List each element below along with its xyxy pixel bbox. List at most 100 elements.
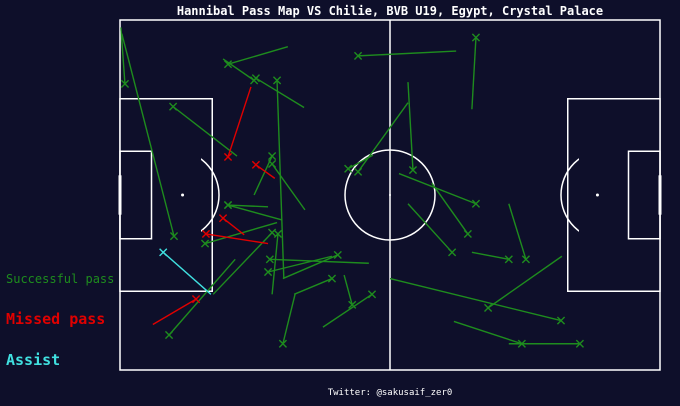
centre-circle bbox=[344, 149, 436, 241]
pass-end-marker bbox=[348, 300, 357, 309]
pass-line bbox=[168, 258, 236, 336]
pass-line bbox=[407, 82, 414, 171]
pass-line bbox=[358, 50, 457, 57]
pass-end-marker bbox=[223, 200, 233, 210]
pass-successful-pass-28 bbox=[407, 203, 457, 257]
pass-end-marker bbox=[504, 255, 513, 264]
pass-line bbox=[227, 86, 252, 158]
pass-successful-pass-0 bbox=[120, 27, 130, 88]
pass-end-marker bbox=[327, 274, 337, 283]
legend-assist: Assist bbox=[6, 351, 60, 369]
pass-line bbox=[271, 233, 279, 295]
pass-line bbox=[227, 46, 289, 65]
pass-missed-pass-1 bbox=[251, 160, 276, 179]
pass-successful-pass-6 bbox=[253, 151, 277, 196]
pass-missed-pass-3 bbox=[201, 229, 269, 245]
right-penalty-spot bbox=[595, 193, 599, 197]
pass-successful-pass-22 bbox=[353, 50, 457, 60]
pass-successful-pass-17 bbox=[293, 274, 337, 295]
pass-line bbox=[471, 37, 477, 110]
left-box-mask bbox=[120, 98, 201, 292]
pass-end-marker bbox=[169, 102, 178, 111]
pass-end-marker bbox=[344, 164, 353, 173]
chart-credit: Twitter: @sakusaif_zer0 bbox=[328, 388, 453, 398]
pass-missed-pass-0 bbox=[223, 86, 252, 162]
pass-line bbox=[453, 320, 523, 345]
pass-successful-pass-16 bbox=[265, 255, 369, 264]
pass-line bbox=[269, 258, 369, 264]
pass-line bbox=[227, 204, 283, 221]
pass-line bbox=[162, 251, 212, 295]
pass-successful-pass-25 bbox=[407, 82, 418, 175]
pass-line bbox=[222, 58, 255, 81]
pass-successful-pass-7 bbox=[268, 159, 306, 211]
pitch bbox=[118, 19, 662, 371]
pass-successful-pass-24 bbox=[353, 102, 409, 176]
pass-line bbox=[282, 254, 339, 280]
pass-end-marker bbox=[333, 250, 342, 260]
pass-line bbox=[271, 163, 306, 211]
pass-line bbox=[389, 277, 562, 322]
pass-successful-pass-3 bbox=[222, 58, 259, 85]
pass-end-marker bbox=[201, 229, 211, 239]
chart-title: Hannibal Pass Map VS Chilie, BVB U19, Eg… bbox=[177, 4, 603, 18]
pass-successful-pass-20 bbox=[322, 290, 377, 328]
pass-line bbox=[357, 102, 409, 173]
pass-end-marker bbox=[191, 295, 201, 304]
pass-successful-pass-26 bbox=[471, 33, 481, 110]
pass-line bbox=[293, 277, 333, 295]
pass-end-marker bbox=[159, 248, 168, 257]
pass-successful-pass-32 bbox=[484, 255, 563, 312]
pass-end-marker bbox=[471, 33, 481, 42]
pass-line bbox=[172, 106, 238, 157]
pass-line bbox=[212, 232, 273, 295]
pass-end-marker bbox=[265, 255, 274, 264]
pass-end-marker bbox=[575, 339, 584, 348]
pass-successful-pass-15 bbox=[282, 250, 342, 280]
pass-line bbox=[205, 233, 269, 245]
pass-end-marker bbox=[353, 51, 363, 60]
pass-successful-pass-35 bbox=[508, 339, 584, 348]
pass-end-marker bbox=[200, 239, 210, 248]
pass-end-marker bbox=[448, 248, 457, 257]
pass-end-marker bbox=[463, 229, 472, 239]
pass-successful-pass-1 bbox=[121, 33, 179, 241]
pass-successful-pass-4 bbox=[251, 74, 305, 109]
pass-successful-pass-5 bbox=[169, 102, 238, 157]
pass-line bbox=[343, 274, 353, 305]
right-box-mask bbox=[579, 98, 660, 292]
legend-missed-pass: Missed pass bbox=[6, 310, 105, 328]
pass-line bbox=[267, 255, 333, 273]
pass-successful-pass-14 bbox=[263, 255, 333, 277]
pass-successful-pass-18 bbox=[278, 294, 296, 348]
pass-line bbox=[398, 172, 477, 205]
pass-missed-pass-2 bbox=[218, 214, 245, 236]
pass-end-marker bbox=[268, 228, 277, 237]
pass-end-marker bbox=[169, 232, 179, 241]
pass-successful-pass-21 bbox=[343, 274, 357, 309]
pass-end-marker bbox=[251, 74, 260, 83]
pass-end-marker bbox=[484, 303, 493, 312]
pass-successful-pass-27 bbox=[398, 172, 481, 208]
pass-line bbox=[471, 251, 509, 261]
pass-line bbox=[322, 293, 373, 328]
pass-successful-pass-2 bbox=[223, 46, 289, 69]
legend-successful-pass: Successful pass bbox=[6, 272, 114, 286]
pass-end-marker bbox=[223, 152, 233, 162]
pass-end-marker bbox=[471, 199, 481, 208]
pass-successful-pass-33 bbox=[389, 277, 566, 325]
pass-end-marker bbox=[218, 214, 228, 223]
pass-end-marker bbox=[272, 76, 282, 85]
pass-line bbox=[282, 294, 296, 344]
pass-assist-0 bbox=[159, 248, 212, 295]
pass-line bbox=[276, 80, 285, 278]
pass-end-marker bbox=[268, 151, 277, 161]
pass-line bbox=[407, 203, 453, 253]
pass-end-marker bbox=[353, 167, 363, 176]
pass-successful-pass-9 bbox=[223, 200, 283, 221]
pass-end-marker bbox=[223, 60, 233, 69]
pass-marks bbox=[120, 27, 584, 348]
pass-successful-pass-29 bbox=[431, 182, 472, 239]
pass-line bbox=[227, 204, 269, 208]
